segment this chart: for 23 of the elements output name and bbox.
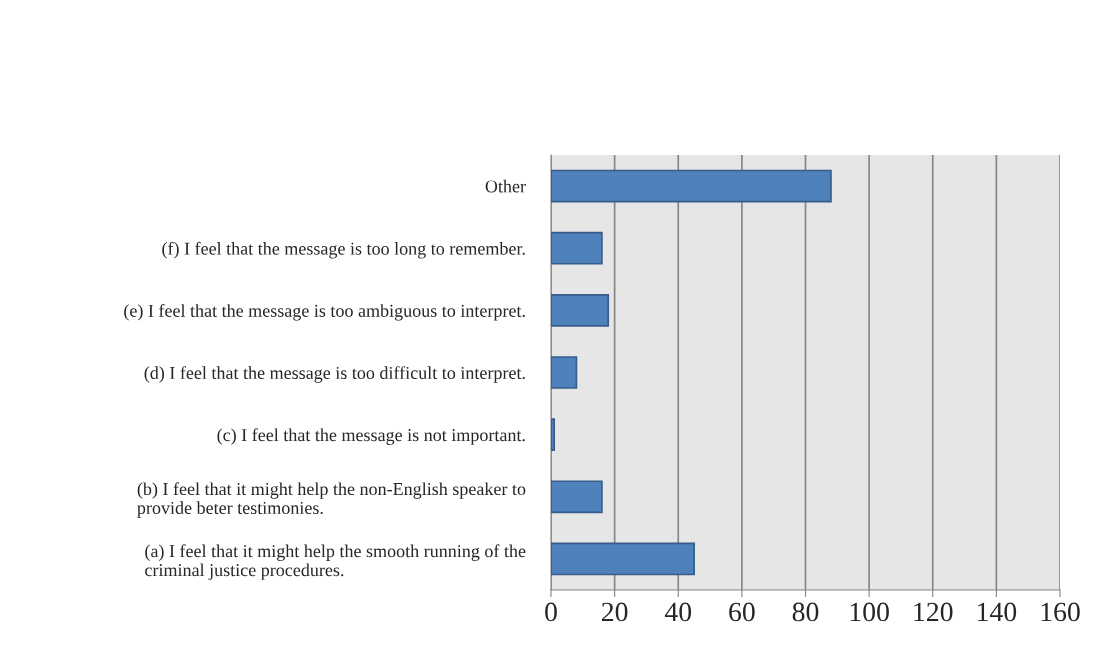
x-tick-label: 140 [977,602,1017,622]
y-tick-label: (b) I feel that it might help the non-English speaker to provide beter testimonies. [137,482,526,518]
y-tick-label: Other [485,179,526,193]
x-tick-label: 20 [601,602,628,622]
bar [551,542,695,576]
bar [551,169,832,203]
x-tick-label: 40 [664,602,692,622]
bar [551,480,603,514]
x-tick-label: 80 [792,602,819,622]
x-tick-label: 60 [729,602,755,622]
x-tick-label: 100 [850,602,889,622]
x-tick-label: 120 [914,602,953,622]
y-tick-label: (a) I feel that it might help the smooth running of the criminal justice procedures. [145,544,526,580]
y-tick-label: (e) I feel that the message is too ambiguous to interpret. [124,304,525,321]
y-tick-label: (f) I feel that the message is too long to remember. [162,241,525,259]
bar [551,418,556,452]
y-tick-label: (c) I feel that the message is not important. [217,428,525,445]
y-tick-label: (d) I feel that the message is too difficult to interpret. [144,366,525,383]
bar [551,356,578,389]
bar [551,231,603,265]
x-tick-label: 160 [1041,602,1080,622]
bar [551,293,610,327]
x-tick-label: 0 [545,602,557,622]
